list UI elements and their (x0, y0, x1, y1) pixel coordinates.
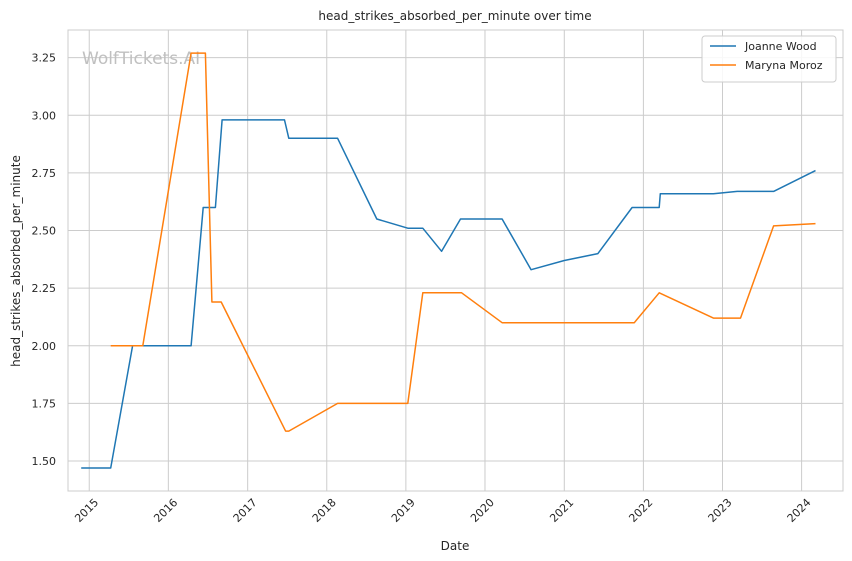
plot-background (68, 30, 843, 491)
y-tick-label: 3.25 (32, 52, 57, 65)
watermark-text: WolfTickets.AI (82, 49, 200, 69)
y-tick-label: 1.75 (32, 397, 57, 410)
y-tick-label: 2.25 (32, 282, 57, 295)
chart-title: head_strikes_absorbed_per_minute over ti… (318, 9, 591, 23)
x-tick-label: 2023 (706, 496, 735, 525)
x-tick-label: 2020 (468, 496, 497, 525)
x-tick-labels: 2015 2016 2017 2018 2019 2020 2021 2022 2023 2024 (72, 496, 813, 525)
x-tick-label: 2021 (547, 496, 576, 525)
legend-label: Maryna Moroz (745, 59, 823, 72)
legend-box (701, 35, 837, 83)
y-tick-label: 2.00 (32, 340, 57, 353)
y-tick-label: 3.00 (32, 109, 57, 122)
series-line-joanne-wood (81, 119, 816, 469)
x-tick-label: 2022 (626, 496, 655, 525)
y-tick-label: 1.50 (32, 455, 57, 468)
x-tick-label: 2024 (785, 496, 814, 525)
grid (68, 30, 843, 491)
plot-frame (67, 29, 844, 492)
x-tick-label: 2017 (231, 496, 260, 525)
y-tick-label: 2.50 (32, 225, 57, 238)
y-axis-label: head_strikes_absorbed_per_minute (9, 155, 23, 367)
y-tick-labels: 1.50 1.75 2.00 2.25 2.50 2.75 3.00 3.25 (32, 52, 57, 468)
y-tick-label: 2.75 (32, 167, 57, 180)
series-line-maryna-moroz (110, 52, 816, 432)
x-axis-label: Date (441, 539, 470, 553)
series-lines (81, 52, 816, 469)
x-tick-label: 2019 (389, 496, 418, 525)
legend-label: Joanne Wood (744, 40, 817, 53)
x-tick-label: 2018 (310, 496, 339, 525)
x-tick-label: 2015 (72, 496, 101, 525)
legend: Joanne Wood Maryna Moroz (701, 35, 837, 83)
x-tick-label: 2016 (151, 496, 180, 525)
